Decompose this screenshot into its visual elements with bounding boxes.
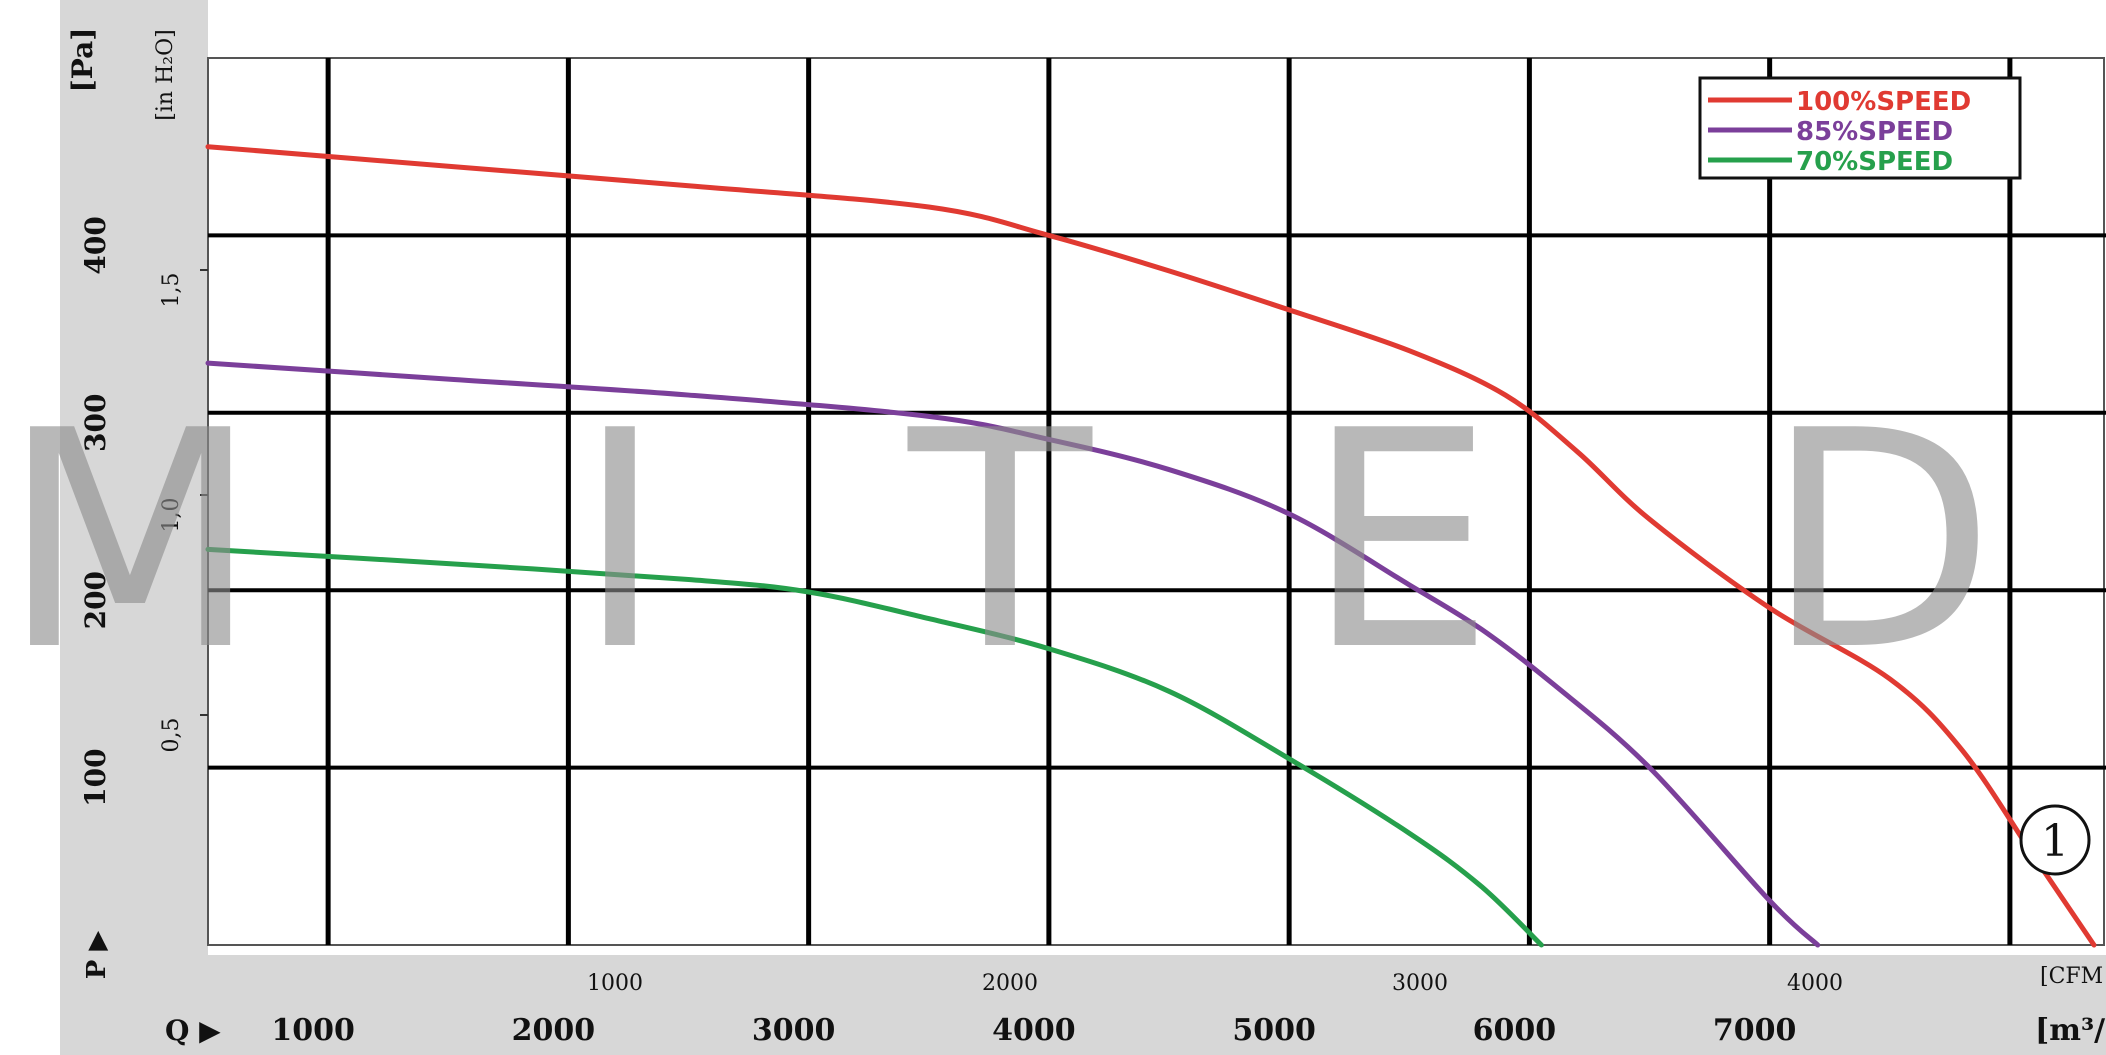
axis-labels: 1000 2000 3000 4000 5000 6000 7000 [m³/Q ▶ 1000 2…	[66, 28, 2105, 1048]
x-unit-label: [m³/	[2035, 1013, 2105, 1048]
watermark-letter: I	[576, 367, 664, 716]
y-tick-label: 400	[79, 216, 112, 274]
legend-label: 70%SPEED	[1796, 147, 1953, 177]
watermark-letter: M	[1, 367, 260, 716]
y-tick-label: 300	[79, 394, 112, 452]
watermark-letter: E	[1305, 367, 1495, 716]
y-secondary-unit-group: [in H₂O]	[153, 29, 178, 120]
y-secondary-tick-group: 1,0	[159, 498, 184, 533]
bottom-axis-band	[60, 955, 2106, 1055]
y-secondary-tick-label: 1,5	[159, 273, 184, 308]
y-secondary-tick-label: 0,5	[159, 718, 184, 753]
y-tick-label-group: 200	[79, 571, 112, 629]
y-secondary-tick-group: 1,5	[159, 273, 184, 308]
y-axis-symbol-group: P ▶	[82, 931, 112, 980]
grid-lines	[207, 57, 2106, 946]
y-unit-label-group: [Pa]	[66, 28, 99, 93]
y-unit-label: [Pa]	[66, 28, 99, 93]
y-secondary-tick-label: 1,0	[159, 498, 184, 533]
x-secondary-tick-label: 1000	[587, 971, 643, 996]
y-tick-label: 200	[79, 571, 112, 629]
curve-badge: 1	[2041, 816, 2069, 867]
y-tick-label-group: 100	[79, 748, 112, 806]
y-secondary-unit-label: [in H₂O]	[153, 29, 178, 120]
legend-label: 100%SPEED	[1796, 87, 1971, 117]
x-tick-label: 1000	[271, 1013, 355, 1048]
x-tick-label: 3000	[752, 1013, 836, 1048]
series-line-100pctspeed	[205, 144, 2097, 948]
legend-label: 85%SPEED	[1796, 117, 1953, 147]
series-line-85pctspeed	[205, 360, 1821, 948]
x-secondary-tick-label: 3000	[1392, 971, 1448, 996]
x-tick-label: 7000	[1713, 1013, 1797, 1048]
x-axis-symbol: Q ▶	[165, 1014, 221, 1047]
x-tick-label: 2000	[512, 1013, 596, 1048]
series-line-70pctspeed	[205, 546, 1544, 948]
y-tick-label-group: 400	[79, 216, 112, 274]
curve-badge-circle	[2019, 804, 2091, 876]
x-secondary-tick-label: 4000	[1787, 971, 1843, 996]
y-secondary-tick-group: 0,5	[159, 718, 184, 753]
x-secondary-unit-label: [CFM	[2040, 964, 2103, 989]
x-secondary-tick-label: 2000	[982, 971, 1038, 996]
x-tick-label: 4000	[992, 1013, 1076, 1048]
y-tick-label: 100	[79, 748, 112, 806]
x-tick-label: 6000	[1473, 1013, 1557, 1048]
plot-area	[208, 58, 2106, 945]
left-axis-band	[60, 0, 208, 1055]
y-tick-label-group: 300	[79, 394, 112, 452]
x-tick-label: 5000	[1232, 1013, 1316, 1048]
plot-frame	[207, 57, 2105, 946]
watermark-letter: T	[904, 367, 1096, 716]
curve-badge-group: 1	[2019, 804, 2091, 876]
series-lines	[205, 144, 2097, 948]
y-axis-symbol: P ▶	[82, 931, 112, 980]
watermark-letter: D	[1764, 367, 1995, 716]
